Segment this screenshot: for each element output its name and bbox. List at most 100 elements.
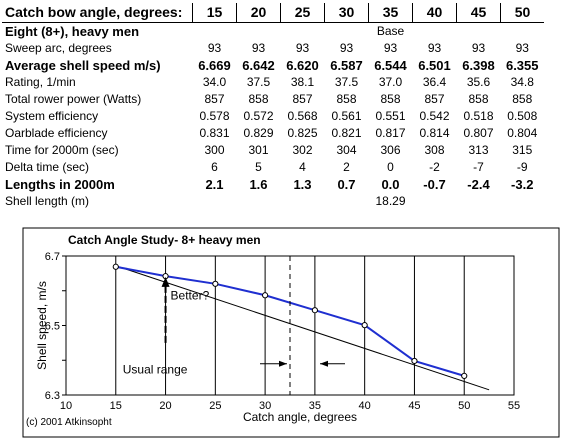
data-point	[311, 307, 318, 314]
data-point	[461, 372, 468, 379]
table-cell: 93	[471, 41, 486, 55]
empty-cell	[413, 23, 457, 41]
table-cell	[325, 193, 369, 210]
table-row: Shell length (m) 18.29	[2, 193, 544, 210]
table-cell: 0.572	[243, 109, 274, 123]
empty-cell	[325, 23, 369, 41]
table-row: Average shell speed m/s) 6.669 6.642 6.620 6…	[2, 57, 544, 74]
table-cell: 313	[468, 143, 489, 157]
row-label: Total rower power (Watts)	[5, 92, 142, 106]
table-cell: 315	[512, 143, 533, 157]
table-row: Lengths in 2000m 2.1 1.6 1.3 0.7 0.0 -0.7 -2.4 -…	[2, 176, 544, 193]
table-cell: 6	[211, 160, 218, 174]
table-cell: 34.0	[202, 75, 227, 89]
table-row: Time for 2000m (sec) 300 301 302 304 306 308 31…	[2, 142, 544, 159]
table-cell: 0.551	[375, 109, 406, 123]
y-tick-label: 6.7	[45, 251, 60, 263]
table-cell: -2.4	[467, 177, 490, 192]
data-point	[411, 357, 418, 365]
table-cell: 6.398	[462, 58, 495, 73]
table-cell: 18.29	[375, 194, 406, 208]
empty-cell	[237, 23, 281, 41]
angle-header: 50	[500, 3, 544, 23]
x-tick-label: 30	[259, 400, 271, 412]
data-point	[361, 322, 368, 329]
table-row: Rating, 1/min 34.0 37.5 38.1 37.5 37.0 36.4 35.…	[2, 74, 544, 91]
table-row: Sweep arc, degrees 93 93 93 93 93 93 93 93	[2, 40, 544, 57]
data-point	[112, 263, 119, 270]
table-cell: 0.831	[199, 126, 230, 140]
table-cell: 858	[512, 92, 533, 106]
trend-line	[115, 265, 490, 391]
chart-title: Catch Angle Study- 8+ heavy men	[68, 233, 261, 247]
x-tick-label: 55	[508, 400, 520, 412]
table-cell: 93	[515, 41, 529, 55]
table-cell: 1.6	[249, 177, 268, 192]
header-label: Catch bow angle, degrees:	[2, 3, 193, 23]
x-tick-label: 35	[309, 400, 321, 412]
table-cell: 93	[427, 41, 442, 55]
table-cell: 858	[468, 92, 489, 106]
plot-area	[65, 255, 515, 396]
table-row: System efficiency 0.578 0.572 0.568 0.561 0.5…	[2, 108, 544, 125]
table-cell: 0.814	[419, 126, 450, 140]
x-tick-label: 45	[408, 400, 420, 412]
row-label: Sweep arc, degrees	[5, 41, 112, 55]
table-cell: 0.7	[337, 177, 356, 192]
table-cell: 308	[424, 143, 445, 157]
empty-cell	[281, 23, 325, 41]
table-row: Total rower power (Watts) 857 858 857 858 858…	[2, 91, 544, 108]
row-label: Oarblade efficiency	[5, 126, 108, 140]
table-cell: 304	[336, 143, 357, 157]
row-label: Delta time (sec)	[5, 160, 90, 174]
table-cell: 6.620	[286, 58, 319, 73]
table-cell: 6.587	[330, 58, 363, 73]
section-row: Eight (8+), heavy men Base	[2, 23, 544, 41]
copyright-text: (c) 2001 Atkinsopht	[26, 417, 112, 428]
usual-range-arrowhead-right	[320, 360, 328, 367]
table-cell: 36.4	[422, 75, 447, 89]
row-label: Lengths in 2000m	[5, 177, 115, 192]
data-point	[212, 280, 219, 287]
better-arrowhead	[161, 276, 170, 287]
table-cell: 0.807	[463, 126, 494, 140]
usual-range-arrowhead-left	[279, 360, 287, 367]
table-cell: 0.825	[287, 126, 318, 140]
row-label: Rating, 1/min	[5, 75, 76, 89]
table-cell: 857	[424, 92, 445, 106]
table-cell: -2	[429, 160, 440, 174]
x-tick-label: 10	[60, 400, 72, 412]
table-row: Delta time (sec) 6 5 4 2 0 -2 -7 -9	[2, 159, 544, 176]
table-cell	[281, 193, 325, 210]
table-cell	[457, 193, 501, 210]
table-cell: 0	[387, 160, 394, 174]
y-axis-label: Shell speed, m/s	[35, 281, 49, 370]
catch-angle-chart: 10 15 20 25 30 35 40 45 50 55 6.3 6.5 6.7 Catch Angle…	[22, 227, 560, 438]
table-cell: 93	[207, 41, 222, 55]
x-tick-label: 50	[458, 400, 470, 412]
table-cell: 4	[299, 160, 306, 174]
table-cell: -3.2	[511, 177, 534, 192]
table-cell: 37.5	[334, 75, 359, 89]
x-tick-label: 25	[209, 400, 221, 412]
empty-cell	[501, 23, 545, 41]
row-label: Average shell speed m/s)	[5, 58, 161, 73]
table-cell: 37.5	[246, 75, 271, 89]
table-cell: 6.642	[242, 58, 275, 73]
y-tick-label: 6.5	[45, 321, 60, 333]
table-cell: -7	[473, 160, 484, 174]
table-cell: 0.817	[375, 126, 406, 140]
table-cell	[237, 193, 281, 210]
table-cell: 93	[251, 41, 266, 55]
table-cell: 34.8	[510, 75, 534, 89]
data-point	[262, 292, 269, 299]
table-cell: 38.1	[290, 75, 315, 89]
usual-range-label: Usual range	[123, 363, 188, 377]
table-cell: 5	[255, 160, 262, 174]
table-cell: 0.829	[243, 126, 274, 140]
better-label: Better?	[171, 288, 210, 302]
table-cell: 0.508	[507, 109, 538, 123]
table-cell: 6.669	[198, 58, 231, 73]
table-cell: 37.0	[378, 75, 403, 89]
table-cell: 302	[292, 143, 313, 157]
